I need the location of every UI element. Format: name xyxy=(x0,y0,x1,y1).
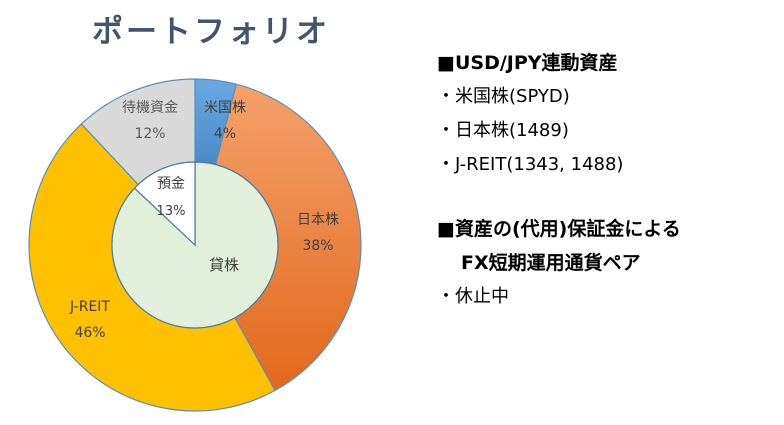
list-item: ・日本株(1489) xyxy=(437,120,569,141)
page-title: ポートフォリオ xyxy=(92,14,330,50)
list-item: ・米国株(SPYD) xyxy=(437,86,570,107)
section-fx-heading-line2: FX短期運用通貨ペア xyxy=(461,252,641,274)
slice-label: 貸株 xyxy=(209,256,239,274)
slice-value-label: 46% xyxy=(74,325,105,341)
slice-value-label: 38% xyxy=(302,238,333,254)
section-fx-heading-line1: ■資産の(代用)保証金による xyxy=(437,218,681,240)
donut-slice-inner xyxy=(133,161,196,247)
slice-label: 米国株 xyxy=(204,100,246,116)
list-item: ・休止中 xyxy=(437,286,509,307)
slice-label: 日本株 xyxy=(297,212,339,228)
slice-value-label: 4% xyxy=(214,126,236,142)
slice-label: J-REIT xyxy=(69,299,110,315)
slice-value-label: 13% xyxy=(157,204,186,219)
slice-value-label: 12% xyxy=(134,126,165,142)
list-item: ・J-REIT(1343, 1488) xyxy=(437,154,624,175)
portfolio-donut-chart: 米国株 4% 日本株 38% J-REIT 46% 待機資金 12% 貸株 預金 13% xyxy=(28,78,362,412)
slice-label: 預金 xyxy=(157,176,185,192)
section-usd-jpy-heading: ■USD/JPY連動資産 xyxy=(437,52,618,74)
right-panel: ■USD/JPY連動資産 ・米国株(SPYD) ・日本株(1489) ・J-RE… xyxy=(437,46,681,314)
slice-label: 待機資金 xyxy=(122,100,178,116)
